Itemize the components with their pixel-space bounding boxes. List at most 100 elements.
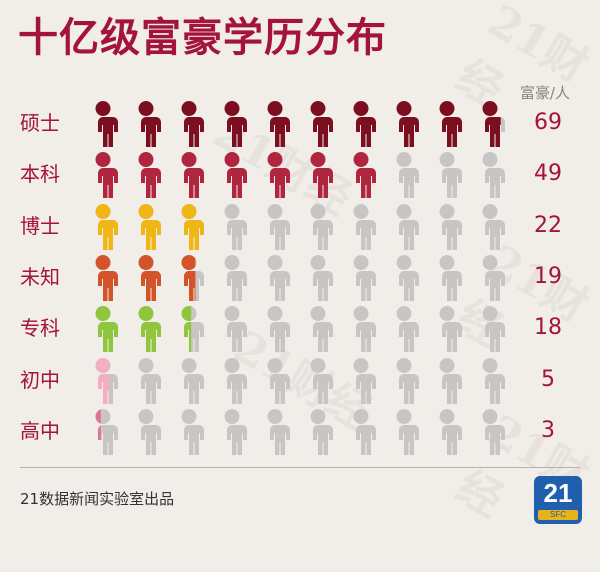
value-label: 22 [534, 212, 562, 238]
person-icon [480, 408, 505, 455]
person-icon [265, 254, 290, 301]
person-icon [480, 101, 505, 147]
person-icon-fill [93, 254, 118, 301]
person-icon [437, 101, 462, 147]
person-icon [179, 357, 204, 404]
person-icon [480, 306, 505, 353]
icon-row [93, 408, 505, 455]
person-icon [265, 408, 290, 455]
person-icon [394, 203, 419, 250]
person-icon [179, 306, 204, 353]
person-icon [351, 254, 376, 301]
person-icon [437, 408, 462, 455]
person-icon-fill [351, 152, 376, 199]
sfc-logo: 21 SFC [534, 476, 582, 524]
person-icon-fill [351, 101, 376, 147]
person-icon [394, 306, 419, 353]
person-icon-fill [93, 203, 118, 250]
person-icon [308, 306, 333, 353]
person-icon [308, 152, 333, 199]
person-icon [351, 203, 376, 250]
person-icon-fill [136, 203, 161, 250]
person-icon-fill [265, 101, 290, 147]
icon-row [93, 306, 505, 353]
icon-row [93, 152, 505, 199]
person-icon [351, 357, 376, 404]
person-icon [437, 357, 462, 404]
person-icon [437, 203, 462, 250]
person-icon [222, 101, 247, 147]
icon-row [93, 101, 505, 147]
person-icon [136, 152, 161, 199]
person-icon [93, 254, 118, 301]
person-icon [179, 203, 204, 250]
person-icon [136, 101, 161, 147]
category-label: 本科 [20, 162, 60, 187]
person-icon [222, 152, 247, 199]
icon-row [93, 254, 505, 301]
person-icon-fill [179, 101, 204, 147]
person-icon [480, 357, 505, 404]
person-icon [480, 203, 505, 250]
value-label: 69 [534, 110, 562, 135]
person-icon-fill [179, 152, 204, 199]
person-icon [394, 152, 419, 199]
divider [20, 467, 580, 468]
person-icon-fill [179, 306, 192, 353]
person-icon [308, 408, 333, 455]
value-label: 3 [541, 417, 555, 443]
person-icon-fill [93, 409, 101, 440]
value-label: 18 [534, 315, 562, 341]
person-icon [93, 203, 118, 250]
person-icon [179, 152, 204, 199]
person-icon [222, 254, 247, 301]
category-label: 初中 [20, 367, 60, 392]
category-label: 高中 [20, 418, 60, 443]
person-icon-fill [265, 152, 290, 199]
person-icon-fill [136, 152, 161, 199]
footer-credit: 21数据新闻实验室出品 [20, 490, 175, 508]
person-icon [394, 254, 419, 301]
person-icon [480, 152, 505, 199]
person-icon [394, 357, 419, 404]
person-icon [179, 408, 204, 455]
person-icon-fill [93, 306, 118, 353]
person-icon [308, 203, 333, 250]
person-icon [93, 306, 118, 353]
category-label: 未知 [20, 264, 60, 289]
person-icon-fill [136, 254, 161, 301]
person-icon [265, 357, 290, 404]
person-icon [351, 101, 376, 147]
person-icon-fill [480, 101, 501, 147]
person-icon [308, 101, 333, 147]
person-icon [351, 306, 376, 353]
person-icon [222, 203, 247, 250]
person-icon [93, 408, 118, 455]
person-icon [394, 408, 419, 455]
person-icon [351, 152, 376, 199]
person-icon [308, 357, 333, 404]
person-icon-fill [222, 152, 247, 199]
person-icon-fill [93, 357, 110, 404]
person-icon-fill [394, 101, 419, 147]
person-icon [179, 254, 204, 301]
unit-label: 富豪/人 [520, 84, 571, 102]
person-icon-fill [93, 101, 118, 147]
person-icon-fill [308, 152, 333, 199]
person-icon [308, 254, 333, 301]
person-icon [93, 357, 118, 404]
person-icon [222, 357, 247, 404]
person-icon-fill [179, 254, 196, 301]
person-icon [437, 152, 462, 199]
person-icon [222, 306, 247, 353]
person-icon [136, 306, 161, 353]
person-icon [265, 101, 290, 147]
person-icon-fill [136, 101, 161, 147]
person-icon-fill [437, 101, 462, 147]
person-icon [136, 408, 161, 455]
person-icon-fill [179, 203, 204, 250]
person-icon [265, 203, 290, 250]
person-icon [265, 152, 290, 199]
person-icon [93, 152, 118, 199]
icon-row [93, 203, 505, 250]
